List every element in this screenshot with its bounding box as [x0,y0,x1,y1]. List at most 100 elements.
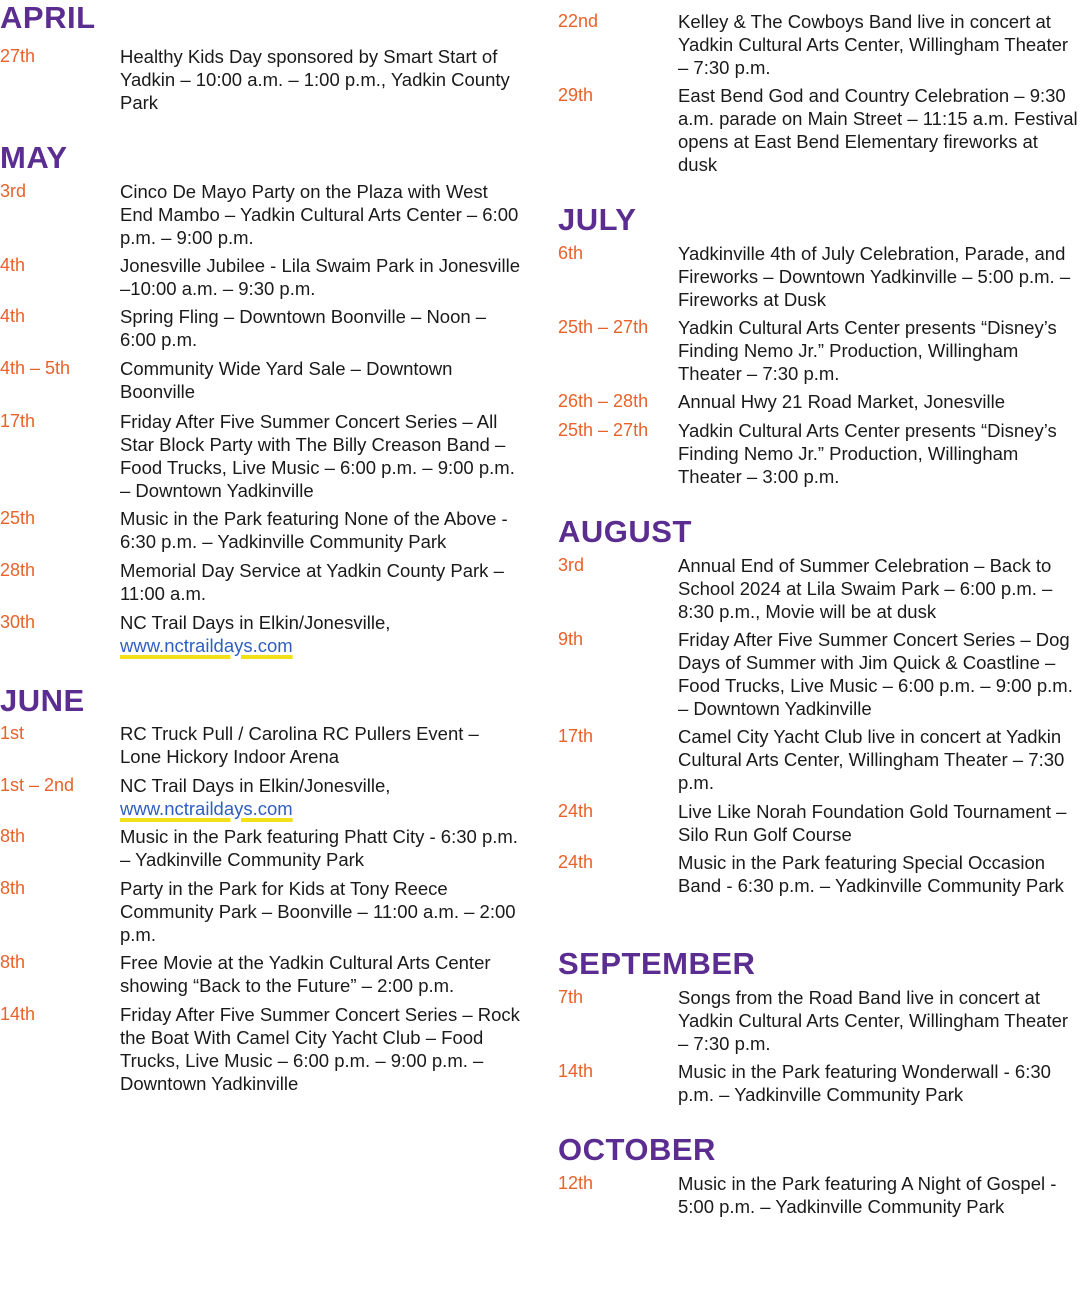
event-text: Yadkin Cultural Arts Center presents “Di… [678,317,1057,384]
event-description: Yadkin Cultural Arts Center presents “Di… [678,419,1080,488]
event-description: Camel City Yacht Club live in concert at… [678,725,1080,794]
event-text: NC Trail Days in Elkin/Jonesville, [120,775,391,796]
event-row: 25th Music in the Park featuring None of … [0,507,525,553]
month-heading: JUNE [0,683,85,718]
event-text: Yadkin Cultural Arts Center presents “Di… [678,420,1057,487]
event-date: 1st [0,723,25,743]
event-date: 24th [558,852,594,872]
event-row: 12th Music in the Park featuring A Night … [558,1172,1080,1218]
event-description: Friday After Five Summer Concert Series … [678,628,1080,720]
month-heading: OCTOBER [558,1132,716,1167]
event-date: 4th [0,306,26,326]
month-heading: AUGUST [558,514,692,549]
month-heading: MAY [0,140,68,175]
event-date: 4th – 5th [0,358,71,378]
event-row: 17th Friday After Five Summer Concert Ser… [0,410,525,502]
event-date: 30th [0,612,36,632]
event-row: 24th Music in the Park featuring Special … [558,851,1080,897]
event-date: 29th [558,85,594,105]
event-row: 6th Yadkinville 4th of July Celebration, … [558,242,1080,311]
event-row: 4th – 5th Community Wide Yard Sale – Down… [0,357,525,403]
event-link[interactable]: www.nctraildays.com [120,798,293,819]
event-description: Jonesville Jubilee - Lila Swaim Park in … [120,254,525,300]
event-description: East Bend God and Country Celebration – … [678,84,1080,176]
event-date: 8th [0,952,26,972]
event-date: 3rd [558,555,585,575]
event-text: RC Truck Pull / Carolina RC Pullers Even… [120,723,479,767]
event-description: RC Truck Pull / Carolina RC Pullers Even… [120,722,525,768]
event-row: 17th Camel City Yacht Club live in concer… [558,725,1080,794]
event-row: 8th Free Movie at the Yadkin Cultural Art… [0,951,525,997]
event-row: 27th Healthy Kids Day sponsored by Smart … [0,45,525,114]
event-text: East Bend God and Country Celebration – … [678,85,1078,175]
event-date: 28th [0,560,36,580]
event-description: Annual Hwy 21 Road Market, Jonesville [678,390,1080,413]
event-date: 3rd [0,181,27,201]
event-date: 27th [0,46,36,66]
event-text: Music in the Park featuring A Night of G… [678,1173,1057,1217]
event-text: Free Movie at the Yadkin Cultural Arts C… [120,952,491,996]
event-row: 22nd Kelley & The Cowboys Band live in co… [558,10,1080,79]
event-date: 9th [558,629,584,649]
event-row: 14th Music in the Park featuring Wonderwa… [558,1060,1080,1106]
event-description: Community Wide Yard Sale – Downtown Boon… [120,357,525,403]
event-date: 24th [558,801,594,821]
event-date: 25th [0,508,36,528]
event-row: 7th Songs from the Road Band live in conc… [558,986,1080,1055]
event-text: Annual Hwy 21 Road Market, Jonesville [678,391,1005,412]
month-heading: SEPTEMBER [558,946,756,981]
event-row: 1st – 2nd NC Trail Days in Elkin/Jonesvil… [0,774,525,820]
event-date: 6th [558,243,584,263]
event-text: Kelley & The Cowboys Band live in concer… [678,11,1069,78]
event-description: Party in the Park for Kids at Tony Reece… [120,877,525,946]
event-text: Memorial Day Service at Yadkin County Pa… [120,560,504,604]
event-description: Free Movie at the Yadkin Cultural Arts C… [120,951,525,997]
event-description: Music in the Park featuring Special Occa… [678,851,1080,897]
event-text: Live Like Norah Foundation Gold Tourname… [678,801,1067,845]
event-text: Party in the Park for Kids at Tony Reece… [120,878,516,945]
event-row: 8th Music in the Park featuring Phatt Cit… [0,825,525,871]
month-heading: JULY [558,202,637,237]
event-date: 25th – 27th [558,420,649,440]
event-text: Music in the Park featuring Phatt City -… [120,826,518,870]
event-description: Live Like Norah Foundation Gold Tourname… [678,800,1080,846]
event-row: 14th Friday After Five Summer Concert Ser… [0,1003,525,1095]
event-text: Jonesville Jubilee - Lila Swaim Park in … [120,255,520,299]
event-date: 22nd [558,11,599,31]
event-text: Community Wide Yard Sale – Downtown Boon… [120,358,453,402]
event-date: 14th [0,1004,36,1024]
event-date: 26th – 28th [558,391,649,411]
event-text: Songs from the Road Band live in concert… [678,987,1069,1054]
event-description: Spring Fling – Downtown Boonville – Noon… [120,305,525,351]
event-text: Friday After Five Summer Concert Series … [120,411,515,501]
event-text: Yadkinville 4th of July Celebration, Par… [678,243,1071,310]
event-date: 1st – 2nd [0,775,75,795]
event-date: 8th [0,878,26,898]
event-description: Songs from the Road Band live in concert… [678,986,1080,1055]
event-description: Memorial Day Service at Yadkin County Pa… [120,559,525,605]
event-row: 9th Friday After Five Summer Concert Seri… [558,628,1080,720]
event-text: Annual End of Summer Celebration – Back … [678,555,1053,622]
event-row: 24th Live Like Norah Foundation Gold Tour… [558,800,1080,846]
event-row: 4th Spring Fling – Downtown Boonville – N… [0,305,525,351]
event-description: Cinco De Mayo Party on the Plaza with We… [120,180,525,249]
event-date: 14th [558,1061,594,1081]
event-text: Music in the Park featuring Special Occa… [678,852,1064,896]
event-date: 12th [558,1173,594,1193]
event-description: Music in the Park featuring None of the … [120,507,525,553]
event-text: Music in the Park featuring Wonderwall -… [678,1061,1051,1105]
event-date: 25th – 27th [558,317,649,337]
event-text: Friday After Five Summer Concert Series … [678,629,1073,719]
event-row: 1st RC Truck Pull / Carolina RC Pullers E… [0,722,525,768]
event-description: Annual End of Summer Celebration – Back … [678,554,1080,623]
event-text: Music in the Park featuring None of the … [120,508,508,552]
event-date: 17th [558,726,594,746]
event-description: Music in the Park featuring Phatt City -… [120,825,525,871]
month-heading: APRIL [0,0,96,35]
event-row: 25th – 27th Yadkin Cultural Arts Center p… [558,419,1080,488]
event-description: NC Trail Days in Elkin/Jonesville, www.n… [120,611,525,657]
event-text: Cinco De Mayo Party on the Plaza with We… [120,181,519,248]
event-text: Healthy Kids Day sponsored by Smart Star… [120,46,510,113]
event-link[interactable]: www.nctraildays.com [120,635,293,656]
event-description: Kelley & The Cowboys Band live in concer… [678,10,1080,79]
